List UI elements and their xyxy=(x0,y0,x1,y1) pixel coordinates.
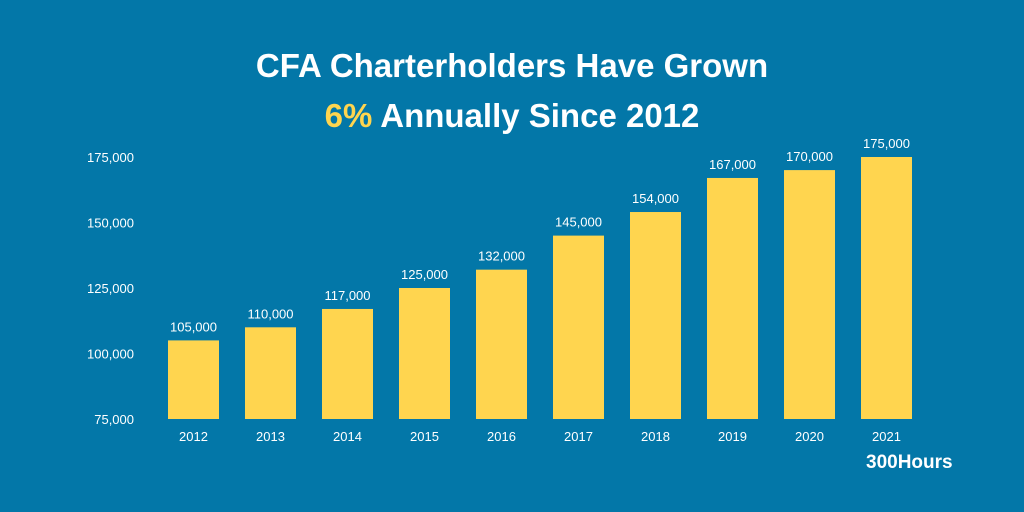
growth-rate-highlight: 6% xyxy=(324,97,373,134)
y-tick-label: 175,000 xyxy=(87,150,134,165)
data-label-2015: 125,000 xyxy=(401,267,448,282)
y-tick-label: 75,000 xyxy=(94,412,134,427)
data-label-2014: 117,000 xyxy=(324,288,370,303)
x-tick-label: 2016 xyxy=(487,429,516,444)
bar-2013 xyxy=(245,327,296,419)
data-label-2017: 145,000 xyxy=(555,215,602,230)
x-tick-label: 2012 xyxy=(179,429,208,444)
x-tick-label: 2017 xyxy=(564,429,593,444)
y-tick-label: 125,000 xyxy=(87,281,134,296)
data-label-2016: 132,000 xyxy=(478,249,525,264)
chart-title-line2-text: Annually Since 2012 xyxy=(372,97,700,134)
x-tick-label: 2015 xyxy=(410,429,439,444)
bar-2015 xyxy=(399,288,450,419)
data-label-2019: 167,000 xyxy=(709,157,756,172)
data-label-2021: 175,000 xyxy=(863,136,910,151)
bar-2021 xyxy=(861,157,912,419)
brand-logo-text: 300Hours xyxy=(866,452,953,473)
data-label-2012: 105,000 xyxy=(170,319,217,334)
bar-2017 xyxy=(553,235,604,419)
bar-2014 xyxy=(322,308,373,419)
data-label-2013: 110,000 xyxy=(247,306,293,321)
y-tick-label: 100,000 xyxy=(87,347,134,362)
x-tick-label: 2020 xyxy=(795,429,824,444)
bar-2019 xyxy=(707,177,758,419)
x-tick-label: 2019 xyxy=(718,429,747,444)
x-tick-label: 2013 xyxy=(256,429,285,444)
bar-2018 xyxy=(630,212,681,419)
x-tick-label: 2018 xyxy=(641,429,670,444)
chart-title-line2: 6% Annually Since 2012 xyxy=(0,96,1024,136)
data-label-2020: 170,000 xyxy=(786,149,833,164)
bar-2016 xyxy=(476,269,527,419)
bars: 105,000 110,000 117,000 125,000 132,000 145,0… xyxy=(168,136,912,419)
bar-2012 xyxy=(168,340,219,419)
y-tick-label: 150,000 xyxy=(87,216,134,231)
x-tick-label: 2014 xyxy=(333,429,362,444)
x-tick-label: 2021 xyxy=(872,429,901,444)
y-axis: 75,000 100,000 125,000 150,000 175,000 xyxy=(87,150,134,427)
bar-2020 xyxy=(784,170,835,419)
data-label-2018: 154,000 xyxy=(632,191,679,206)
chart-title-line1: CFA Charterholders Have Grown xyxy=(255,47,769,84)
x-axis: 2012 2013 2014 2015 2016 2017 2018 2019 2020 2021 xyxy=(179,429,901,444)
